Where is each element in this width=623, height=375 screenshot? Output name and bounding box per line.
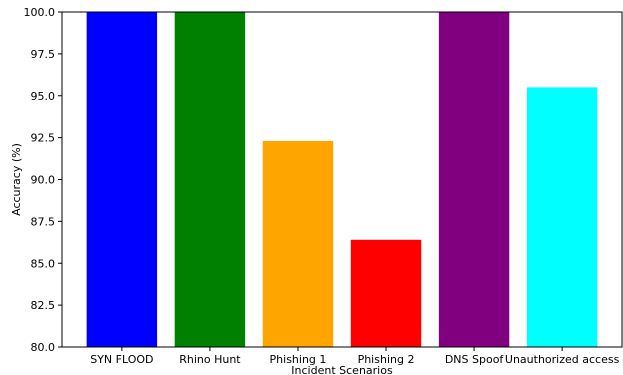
x-axis: SYN FLOOD Rhino Hunt Phishing 1 Phishing 2 D… — [90, 347, 620, 366]
x-tick-label: Phishing 1 — [270, 353, 327, 366]
bar-unauthorized-access — [526, 87, 598, 347]
bar-dns-spoof — [438, 12, 510, 347]
y-tick-label: 82.5 — [31, 299, 56, 312]
x-tick-label: SYN FLOOD — [90, 353, 153, 366]
y-tick-label: 95.0 — [31, 90, 56, 103]
y-tick-label: 97.5 — [31, 48, 56, 61]
bar-phishing-1 — [262, 140, 334, 347]
y-tick-label: 100.0 — [24, 6, 56, 19]
y-tick-label: 92.5 — [31, 132, 56, 145]
x-tick-label: Unauthorized access — [505, 353, 620, 366]
bar-syn-flood — [86, 12, 158, 347]
bars-group — [86, 12, 598, 347]
plot-frame — [61, 11, 623, 348]
bar-phishing-2 — [350, 239, 422, 347]
x-tick-label: Rhino Hunt — [179, 353, 241, 366]
x-tick-label: DNS Spoof — [445, 353, 505, 366]
x-axis-label: Incident Scenarios — [291, 364, 393, 375]
y-axis: 80.0 82.5 85.0 87.5 90.0 92.5 95.0 97.5 100.0 — [24, 6, 62, 354]
y-tick-label: 90.0 — [31, 174, 56, 187]
y-tick-label: 80.0 — [31, 341, 56, 354]
y-tick-label: 87.5 — [31, 215, 56, 228]
y-axis-label: Accuracy (%) — [10, 143, 23, 216]
bar-rhino-hunt — [174, 12, 246, 347]
y-tick-label: 85.0 — [31, 257, 56, 270]
x-tick-label: Phishing 2 — [358, 353, 415, 366]
